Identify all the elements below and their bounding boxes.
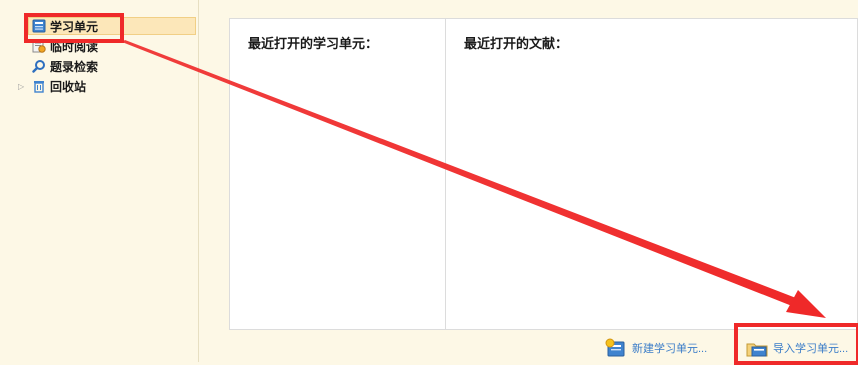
recent-docs-list	[446, 59, 856, 329]
tree-item-study-unit[interactable]: 学习单元	[28, 17, 196, 35]
tree-item-search[interactable]: 题录检索	[32, 57, 98, 75]
recent-docs-title: 最近打开的文献：	[464, 36, 569, 51]
recent-units-title: 最近打开的学习单元：	[248, 36, 379, 51]
tree-item-label: 回收站	[50, 79, 87, 94]
search-icon	[32, 59, 46, 73]
study-unit-icon	[32, 19, 46, 33]
expand-arrow-icon[interactable]: ▷	[18, 81, 25, 91]
annotation-box-import-unit	[734, 323, 858, 365]
annotation-box-study-unit	[24, 13, 124, 43]
new-unit-label: 新建学习单元...	[632, 343, 708, 355]
tree-item-label: 题录检索	[50, 59, 99, 74]
tree-item-label: 临时阅读	[50, 39, 99, 54]
tree-item-label: 学习单元	[50, 19, 99, 34]
recent-panel: 最近打开的学习单元： 最近打开的文献：	[229, 18, 858, 330]
tree-item-recycle-bin[interactable]: ▷ 回收站	[18, 77, 86, 95]
new-unit-icon	[604, 338, 628, 358]
recent-units-list	[230, 59, 445, 329]
import-unit-button[interactable]: 导入学习单元...	[745, 338, 848, 358]
import-unit-label: 导入学习单元...	[773, 343, 849, 355]
recycle-bin-icon	[32, 79, 46, 93]
tree-item-temporary-reading[interactable]: 临时阅读	[32, 37, 98, 55]
navigation-tree: 学习单元 临时阅读 题录检索 ▷	[0, 0, 199, 362]
new-unit-button[interactable]: 新建学习单元...	[604, 338, 707, 358]
import-unit-icon	[745, 338, 769, 358]
